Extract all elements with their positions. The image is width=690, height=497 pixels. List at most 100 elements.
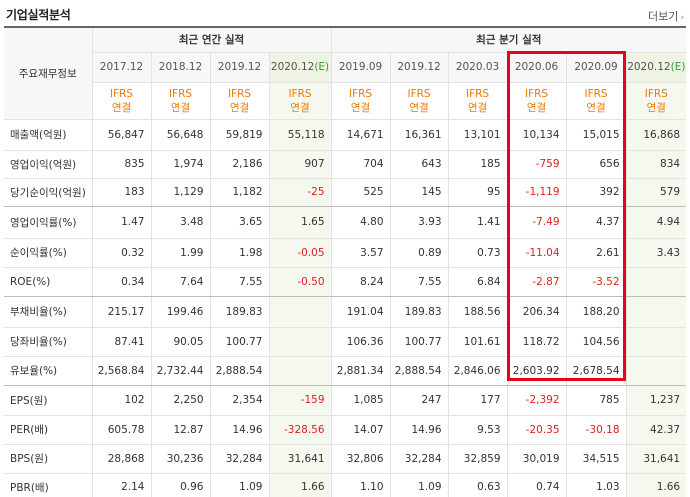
table-cell: 100.77: [210, 327, 270, 357]
accounting-standard: IFRS 연결: [507, 82, 567, 120]
table-row: PER(배) 605.78 12.87 14.96 -328.56 14.07 14.96 9…: [4, 415, 687, 445]
standard-ifrs: IFRS: [168, 87, 193, 100]
period-header: 2019.09: [331, 52, 391, 83]
table-cell: 4.37: [566, 206, 627, 239]
table-cell: 2,603.92: [507, 356, 567, 386]
table-cell: 183: [92, 178, 152, 207]
table-cell: 12.87: [151, 415, 211, 445]
period-header: 2020.09: [566, 52, 627, 83]
more-link[interactable]: 더보기 ›: [648, 8, 684, 24]
table-cell: 145: [390, 178, 449, 207]
period-header: 2019.12: [210, 52, 270, 83]
accounting-standard: IFRS 연결: [92, 82, 152, 120]
period-header: 2018.12: [151, 52, 211, 83]
standard-consolidated: 연결: [467, 101, 488, 114]
table-cell: 8.24: [331, 267, 391, 297]
table-cell: 32,806: [331, 444, 391, 474]
table-cell: 4.94: [626, 206, 687, 239]
period-label: 2019.12: [217, 61, 262, 73]
standard-consolidated: 연결: [526, 101, 547, 114]
table-cell: -20.35: [507, 415, 567, 445]
table-cell: 188.20: [566, 296, 627, 328]
standard-consolidated: 연결: [586, 101, 606, 114]
table-cell: 2,568.84: [92, 356, 152, 386]
table-cell: 1.03: [566, 473, 627, 497]
standard-consolidated: 연결: [409, 101, 429, 114]
table-cell: 1.09: [390, 473, 449, 497]
table-cell: 16,868: [626, 119, 687, 151]
table-cell: [269, 327, 332, 357]
table-cell: 1.99: [151, 238, 211, 268]
table-cell: 1.41: [448, 206, 508, 239]
table-cell: 0.73: [448, 238, 508, 268]
table-cell: 30,019: [507, 444, 567, 474]
table-cell: 1,237: [626, 385, 687, 416]
table-cell: 2,881.34: [331, 356, 391, 386]
row-label: 순이익률(%): [4, 238, 93, 268]
table-cell: 2.14: [92, 473, 152, 497]
accounting-standard: IFRS 연결: [151, 82, 211, 120]
estimate-mark: (E): [314, 61, 330, 73]
table-cell: -11.04: [507, 238, 567, 268]
table-cell: 106.36: [331, 327, 391, 357]
table-cell: 104.56: [566, 327, 627, 357]
standard-consolidated: 연결: [170, 101, 191, 114]
table-cell: 785: [566, 385, 627, 416]
table-cell: 1.66: [626, 473, 687, 497]
table-cell: 1,085: [331, 385, 391, 416]
accounting-standard: IFRS 연결: [210, 82, 270, 120]
table-cell: 3.43: [626, 238, 687, 268]
table-cell: -3.52: [566, 267, 627, 297]
table-cell: 835: [92, 150, 152, 179]
table-cell: 59,819: [210, 119, 270, 151]
period-label: 2019.09: [338, 61, 383, 73]
standard-ifrs: IFRS: [109, 87, 134, 100]
table-cell: 2,846.06: [448, 356, 508, 386]
table-cell: -159: [269, 385, 332, 416]
table-cell: 14.96: [390, 415, 449, 445]
table-cell: 101.61: [448, 327, 508, 357]
chevron-right-icon: ›: [680, 13, 684, 23]
table-cell: 2,186: [210, 150, 270, 179]
table-cell: 30,236: [151, 444, 211, 474]
table-cell: 34,515: [566, 444, 627, 474]
table-cell: 56,648: [151, 119, 211, 151]
period-label: 2020.06: [514, 61, 559, 73]
row-label: BPS(원): [4, 444, 93, 474]
standard-consolidated: 연결: [646, 101, 666, 114]
table-cell: 102: [92, 385, 152, 416]
period-label: 2020.09: [574, 61, 618, 73]
table-row: ROE(%) 0.34 7.64 7.55 -0.50 8.24 7.55 6.84 -2.87…: [4, 267, 687, 297]
table-row: 순이익률(%) 0.32 1.99 1.98 -0.05 3.57 0.89 0.73 -11.…: [4, 238, 687, 268]
table-cell: 28,868: [92, 444, 152, 474]
table-cell: 6.84: [448, 267, 508, 297]
row-label: PER(배): [4, 415, 93, 445]
table-cell: 199.46: [151, 296, 211, 328]
table-cell: 1,129: [151, 178, 211, 207]
table-cell: 605.78: [92, 415, 152, 445]
row-label: ROE(%): [4, 267, 93, 297]
period-header: 2020.03: [448, 52, 508, 83]
table-cell: 0.32: [92, 238, 152, 268]
period-label: 2017.12: [99, 61, 144, 73]
table-cell: 0.63: [448, 473, 508, 497]
period-label: 2018.12: [158, 61, 203, 73]
financial-summary-table: 주요재무정보 최근 연간 실적 최근 분기 실적 2017.12 2018.12 2…: [4, 26, 687, 497]
table-cell: 189.83: [210, 296, 270, 328]
table-cell: 2,888.54: [210, 356, 270, 386]
table-cell: 0.74: [507, 473, 567, 497]
table-cell: 2,888.54: [390, 356, 449, 386]
table-cell: 177: [448, 385, 508, 416]
table-cell: [626, 327, 687, 357]
row-label: PBR(배): [4, 473, 93, 497]
standard-ifrs: IFRS: [584, 87, 608, 100]
table-cell: 10,134: [507, 119, 567, 151]
table-cell: 189.83: [390, 296, 449, 328]
table-cell: -25: [269, 178, 332, 207]
row-label: 당좌비율(%): [4, 327, 93, 357]
table-cell: 16,361: [390, 119, 449, 151]
table-cell: 3.65: [210, 206, 270, 239]
table-row: EPS(원) 102 2,250 2,354 -159 1,085 247 177 -2,392…: [4, 385, 687, 416]
table-cell: 118.72: [507, 327, 567, 357]
table-cell: 95: [448, 178, 508, 207]
